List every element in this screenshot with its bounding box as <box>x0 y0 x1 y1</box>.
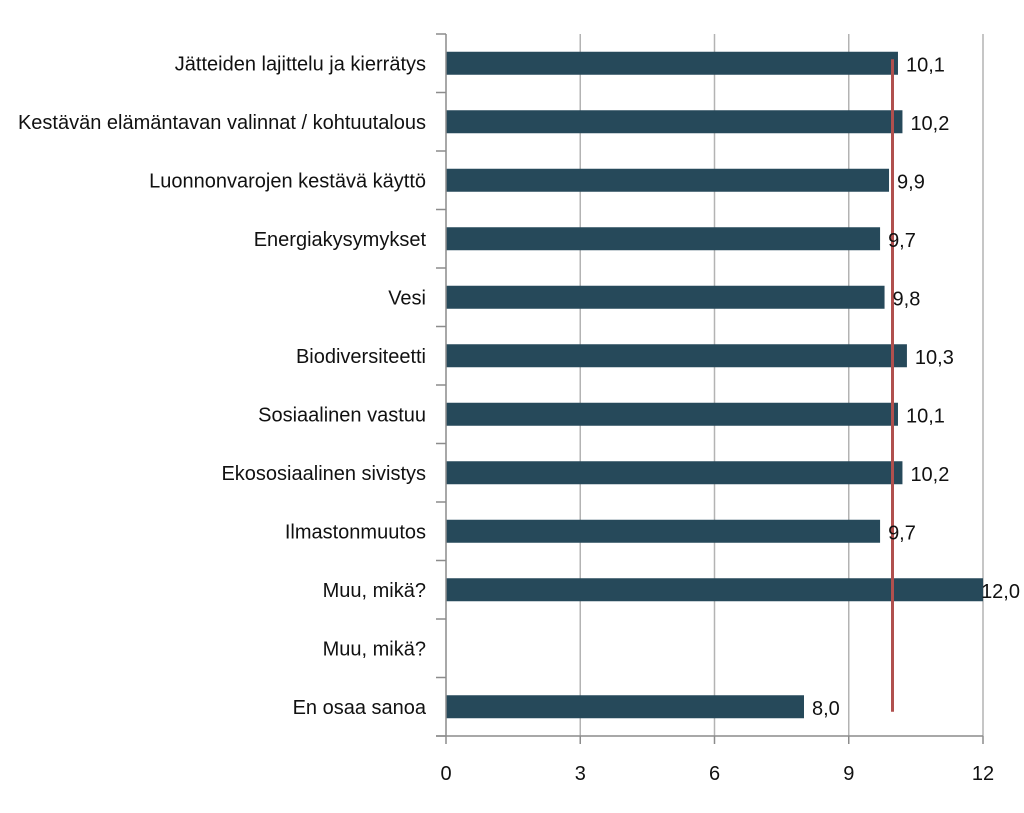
x-tick-label: 6 <box>709 763 720 785</box>
value-label: 9,7 <box>888 522 916 544</box>
category-label: Biodiversiteetti <box>296 346 426 368</box>
category-label: Energiakysymykset <box>254 229 427 251</box>
x-tick-label: 12 <box>972 763 994 785</box>
value-label: 10,1 <box>906 405 945 427</box>
axes <box>436 33 984 744</box>
value-label: 10,1 <box>906 54 945 76</box>
category-label: Muu, mikä? <box>323 580 426 602</box>
x-tick-label: 9 <box>843 763 854 785</box>
bar <box>446 110 903 134</box>
bar <box>446 285 885 309</box>
bar <box>446 168 890 192</box>
bars <box>446 51 983 719</box>
bar <box>446 344 907 368</box>
value-label: 10,2 <box>910 464 949 486</box>
bar <box>446 227 881 251</box>
bar <box>446 402 898 426</box>
bar <box>446 519 881 543</box>
category-labels: Jätteiden lajittelu ja kierrätys Kestävän… <box>18 53 427 719</box>
category-label: Ekososiaalinen sivistys <box>221 463 426 485</box>
category-label: Sosiaalinen vastuu <box>258 404 426 426</box>
category-label: En osaa sanoa <box>293 697 427 719</box>
category-label: Muu, mikä? <box>323 638 426 660</box>
value-label: 9,8 <box>893 288 921 310</box>
category-label: Jätteiden lajittelu ja kierrätys <box>175 53 426 75</box>
value-label: 8,0 <box>812 698 840 720</box>
bar <box>446 51 898 75</box>
value-label: 9,9 <box>897 171 925 193</box>
value-label: 12,0 <box>981 581 1020 603</box>
value-label: 10,3 <box>915 347 954 369</box>
category-label: Kestävän elämäntavan valinnat / kohtuuta… <box>18 112 426 134</box>
category-label: Ilmastonmuutos <box>285 521 426 543</box>
x-tick-labels: 0 3 6 9 12 <box>440 763 994 785</box>
bar <box>446 461 903 485</box>
x-tick-label: 0 <box>440 763 451 785</box>
value-labels: 10,1 10,2 9,9 9,7 9,8 10,3 10,1 10,2 9,7 12,0 8,0 <box>812 54 1020 720</box>
gridlines <box>579 34 984 736</box>
category-label: Vesi <box>388 287 426 309</box>
category-label: Luonnonvarojen kestävä käyttö <box>149 170 426 192</box>
bar <box>446 695 804 719</box>
bar <box>446 578 983 602</box>
value-label: 10,2 <box>910 113 949 135</box>
x-tick-label: 3 <box>575 763 586 785</box>
value-label: 9,7 <box>888 230 916 252</box>
